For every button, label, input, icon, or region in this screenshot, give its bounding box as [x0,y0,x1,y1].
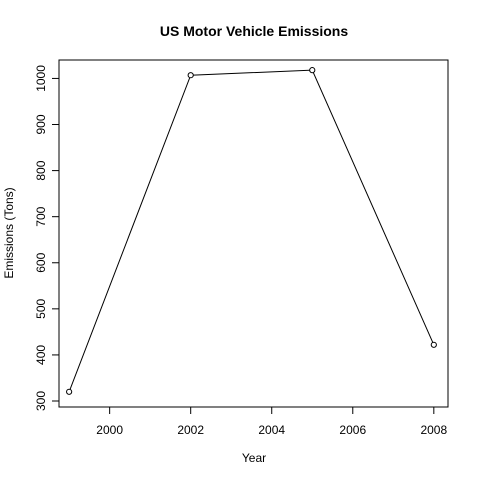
x-tick-label: 2000 [96,423,123,437]
y-tick-label: 400 [34,345,48,365]
y-axis-label: Emissions (Tons) [2,187,16,278]
x-axis: 2000 2002 2004 2006 2008 [96,406,447,437]
y-axis: 300 400 500 600 700 800 900 1000 [34,65,60,411]
x-tick-label: 2004 [258,423,285,437]
chart-title: US Motor Vehicle Emissions [160,23,348,39]
data-point [187,72,194,79]
series-line [68,69,435,392]
data-point [309,67,316,74]
y-tick-label: 900 [34,114,48,134]
y-tick-label: 600 [34,252,48,272]
data-point [430,341,437,348]
y-tick-label: 700 [34,206,48,226]
emissions-series [66,67,437,395]
y-tick-label: 500 [34,299,48,319]
y-tick-label: 300 [34,391,48,411]
x-tick-label: 2002 [177,423,204,437]
x-tick-label: 2008 [420,423,447,437]
y-tick-label: 800 [34,160,48,180]
x-axis-label: Year [242,451,266,465]
x-tick-label: 2006 [339,423,366,437]
data-point [66,388,73,395]
y-tick-label: 1000 [34,65,48,92]
